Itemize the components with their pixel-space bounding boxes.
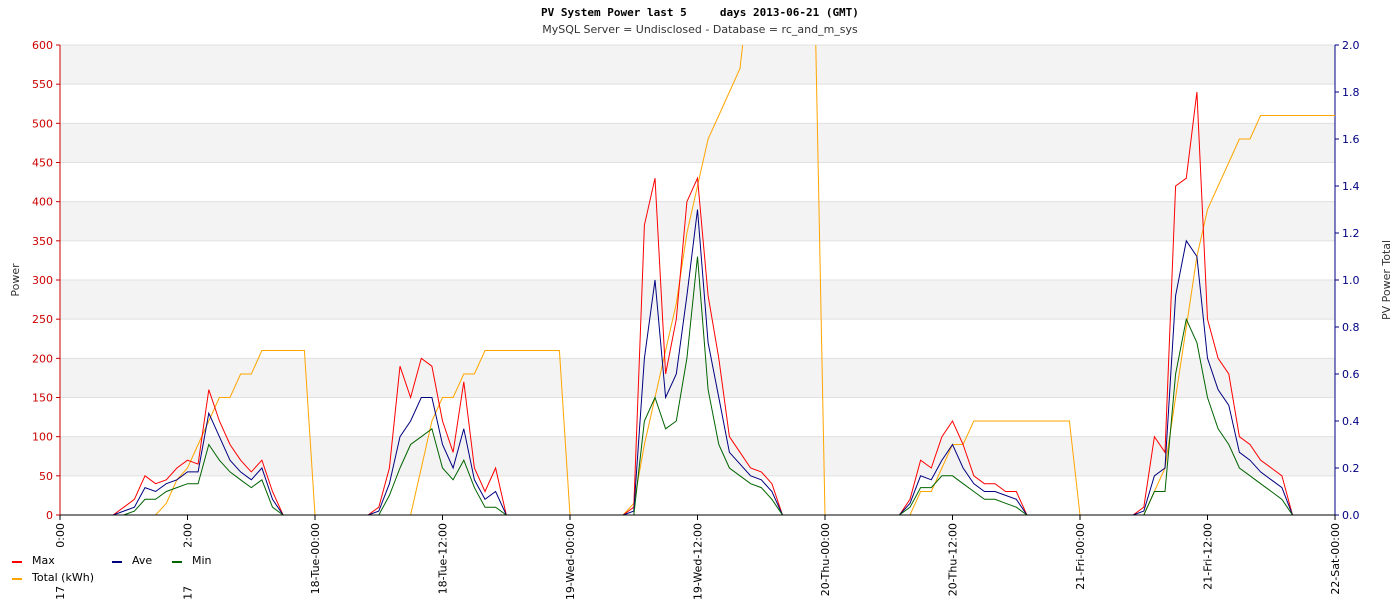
y2-axis-label: PV Power Total [1380,240,1393,320]
legend-label: Total (kWh) [31,571,94,584]
y-tick-label: 550 [32,78,53,91]
y-tick-label: 400 [32,196,53,209]
y2-tick-label: 2.0 [1342,39,1360,52]
y-axis-label: Power [9,263,22,297]
y-tick-label: 100 [32,431,53,444]
x-tick-label: 22-Sat-00:00 [1329,523,1342,595]
y2-tick-label: 0.0 [1342,509,1360,522]
plot-area [60,45,1335,515]
y2-tick-label: 1.2 [1342,227,1360,240]
grid-band [60,358,1335,398]
x-tick-label: 20-Thu-00:00 [819,523,832,596]
series-line [60,91,1335,515]
grid-band [60,123,1335,163]
series-line [60,45,1335,515]
x-tick-label: 18-Tue-12:00 [437,523,450,594]
y2-tick-label: 1.8 [1342,86,1360,99]
y2-tick-label: 1.0 [1342,274,1360,287]
grid-band [60,45,1335,85]
series-line [60,209,1335,515]
x-tick-label: 19-Wed-12:00 [692,523,705,600]
legend-label: Min [192,554,212,567]
legend: Max Ave Min Total (kWh) [0,548,260,586]
y-tick-label: 600 [32,39,53,52]
y-tick-label: 200 [32,352,53,365]
y2-tick-label: 0.6 [1342,368,1360,381]
y2-tick-label: 0.2 [1342,462,1360,475]
grid-band [60,201,1335,241]
legend-bg [0,548,260,586]
y-tick-label: 50 [39,470,53,483]
y-tick-label: 350 [32,235,53,248]
legend-label: Ave [132,554,152,567]
y-tick-label: 500 [32,117,53,130]
chart-subtitle: MySQL Server = Undisclosed - Database = … [542,23,858,36]
grid-band [60,280,1335,320]
y2-tick-label: 0.8 [1342,321,1360,334]
legend-label: Max [32,554,55,567]
x-tick-label: 21-Fri-00:00 [1074,523,1087,590]
grid-band [60,436,1335,476]
x-tick-label: 20-Thu-12:00 [947,523,960,596]
y-tick-label: 300 [32,274,53,287]
chart-title: PV System Power last 5 days 2013-06-21 (… [541,6,859,19]
series-line [60,256,1335,515]
x-tick-label: 19-Wed-00:00 [564,523,577,600]
y-tick-label: 150 [32,392,53,405]
y-tick-label: 0 [46,509,53,522]
y2-tick-label: 1.6 [1342,133,1360,146]
y-tick-label: 250 [32,313,53,326]
x-tick-label: 21-Fri-12:00 [1202,523,1215,590]
y2-tick-label: 1.4 [1342,180,1360,193]
x-tick-label: 18-Tue-00:00 [309,523,322,594]
y-tick-label: 450 [32,157,53,170]
y2-tick-label: 0.4 [1342,415,1360,428]
